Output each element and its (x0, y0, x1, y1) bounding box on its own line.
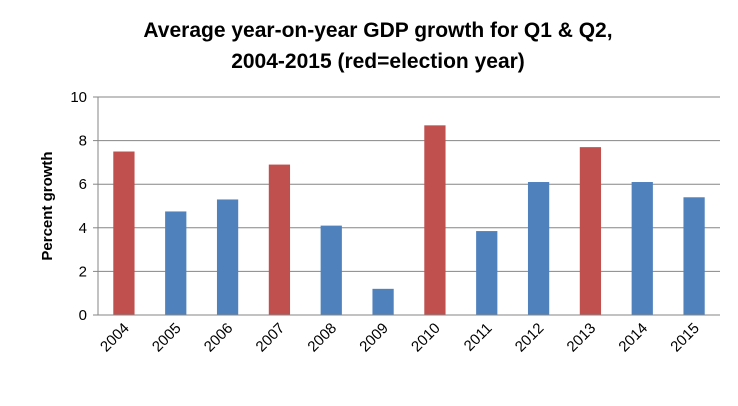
y-tick-label-10: 10 (70, 89, 87, 106)
chart-title-line-2: 2004-2015 (red=election year) (231, 50, 525, 73)
y-tick-label-0: 0 (79, 307, 87, 324)
x-tick-label-2011: 2011 (461, 320, 496, 355)
x-tick-label-2014: 2014 (615, 320, 651, 356)
bar-2012 (527, 182, 550, 315)
x-tick-label-2004: 2004 (97, 320, 133, 356)
bar-2013 (579, 147, 602, 315)
bar-2011 (476, 231, 498, 315)
x-tick-label-2013: 2013 (564, 320, 600, 356)
y-tick-label-2: 2 (79, 263, 87, 280)
x-tick-labels: 2004 2005 2006 2007 2008 2009 2010 2011 2012 2013… (97, 320, 703, 356)
y-tick-label-6: 6 (79, 176, 87, 193)
y-tick-label-8: 8 (79, 133, 87, 150)
y-tick-label-4: 4 (79, 220, 87, 237)
bar-2007 (268, 164, 291, 315)
x-tick-label-2007: 2007 (253, 320, 289, 356)
bar-2010 (424, 125, 446, 315)
x-tick-label-2015: 2015 (667, 320, 703, 356)
bar-2006 (216, 199, 239, 315)
x-tick-label-2012: 2012 (512, 320, 548, 356)
bar-2008 (320, 225, 342, 315)
x-tick-label-2005: 2005 (149, 320, 185, 356)
chart-title-line-1: Average year-on-year GDP growth for Q1 &… (143, 19, 612, 42)
axes (93, 96, 720, 316)
y-axis-label: Percent growth (39, 151, 56, 260)
x-tick-label-2010: 2010 (408, 320, 444, 356)
bar-2009 (372, 288, 394, 315)
bar-2014 (631, 182, 653, 315)
x-tick-label-2008: 2008 (304, 320, 340, 356)
bar-2015 (683, 197, 705, 315)
y-tick-labels: 0 2 4 6 8 10 (70, 89, 87, 324)
x-tick-label-2009: 2009 (356, 320, 392, 356)
gridlines (98, 96, 720, 272)
bar-2005 (165, 211, 187, 315)
bars (113, 125, 705, 315)
bar-2004 (113, 151, 135, 315)
x-tick-label-2006: 2006 (201, 320, 237, 356)
